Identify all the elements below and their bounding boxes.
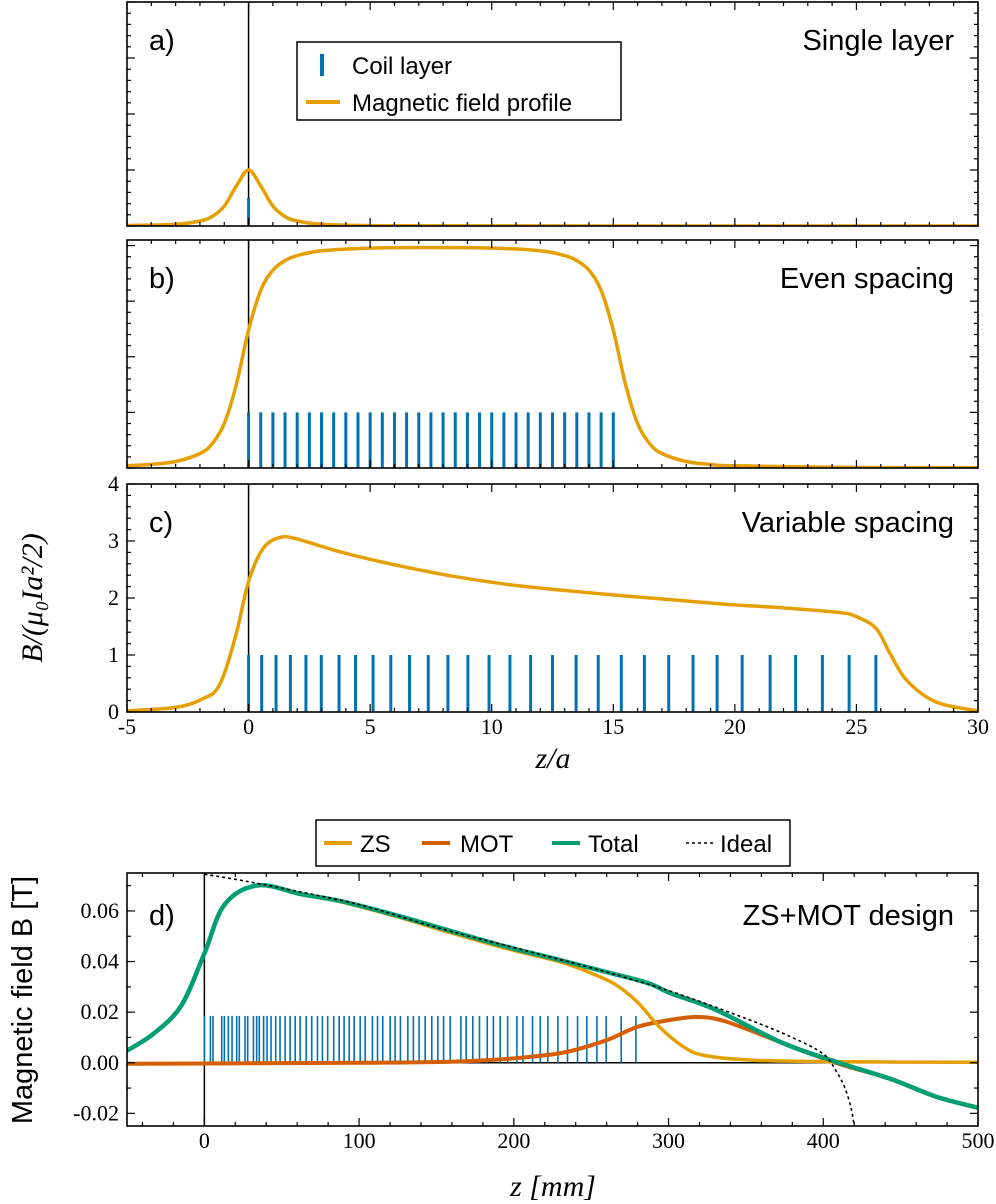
x-tick-label: 0 — [243, 714, 254, 739]
y-axis-label-abc: B/(μ₀Ia²/2) — [16, 533, 49, 662]
x-tick-label: 500 — [962, 1128, 995, 1153]
panel-annotation: ZS+MOT design — [743, 900, 954, 932]
x-axis-label-d: z [mm] — [509, 1170, 596, 1203]
y-tick-label: 0.02 — [81, 999, 120, 1024]
legend-coil-label: Coil layer — [352, 53, 452, 80]
series-total-line — [127, 882, 978, 1110]
x-tick-label: 30 — [967, 714, 989, 739]
panel-label: b) — [149, 263, 175, 295]
legend-panel-a: Coil layer Magnetic field profile — [296, 41, 622, 121]
panel-label: d) — [149, 900, 175, 932]
x-tick-label: 0 — [199, 1128, 210, 1153]
panel-annotation: Even spacing — [780, 263, 954, 295]
x-tick-label: -5 — [118, 714, 136, 739]
panel-b: b) Even spacing — [126, 239, 979, 469]
panel-a: a) Single layer — [126, 1, 979, 227]
y-tick-label: 4 — [108, 471, 119, 496]
legend-total-label: Total — [588, 831, 639, 858]
x-tick-label: 15 — [602, 714, 624, 739]
x-axis-label-abc: z/a — [534, 742, 570, 775]
magnetic-field-profile-line — [127, 168, 978, 226]
legend-box — [296, 41, 622, 121]
axes-frame — [126, 872, 979, 1127]
x-tick-label: 5 — [365, 714, 376, 739]
plot-area — [127, 873, 978, 1126]
y-tick-label: 3 — [108, 528, 119, 553]
x-tick-label: 20 — [724, 714, 746, 739]
panel-label: c) — [149, 507, 173, 539]
y-axis-label-d: Magnetic field B [T] — [7, 876, 39, 1124]
y-tick-label: 2 — [108, 585, 119, 610]
y-tick-label: 0.06 — [81, 898, 120, 923]
y-tick-label: 1 — [108, 642, 119, 667]
magnetic-field-profile-line — [127, 534, 978, 712]
legend-field-label: Magnetic field profile — [352, 90, 572, 117]
panel-annotation: Variable spacing — [742, 507, 954, 539]
panel-annotation: Single layer — [802, 25, 954, 57]
plot-area — [127, 484, 978, 712]
x-tick-label: 10 — [481, 714, 503, 739]
x-tick-label: 300 — [652, 1128, 685, 1153]
plot-area — [127, 240, 978, 468]
x-tick-label: 25 — [845, 714, 867, 739]
x-tick-label: 200 — [497, 1128, 530, 1153]
y-tick-label: 0.00 — [81, 1050, 120, 1075]
legend-ideal-label: Ideal — [720, 831, 772, 858]
axes-frame — [126, 239, 979, 469]
magnetic-field-profile-line — [127, 245, 978, 468]
y-tick-label: 0.04 — [81, 949, 120, 974]
series-ideal-line — [204, 873, 855, 1126]
y-tick-label: -0.02 — [73, 1100, 119, 1125]
x-tick-label: 100 — [343, 1128, 376, 1153]
y-tick-label: 0 — [108, 699, 119, 724]
legend-zs-label: ZS — [360, 831, 391, 858]
panel-label: a) — [149, 25, 175, 57]
legend-panel-d: ZS MOT Total Ideal — [315, 819, 791, 867]
x-tick-label: 400 — [807, 1128, 840, 1153]
legend-mot-label: MOT — [460, 831, 514, 858]
panel-d: 0 100 200 300 400 500 -0.02 0.00 0.02 0.04 0.06 d) Z… — [73, 872, 995, 1153]
